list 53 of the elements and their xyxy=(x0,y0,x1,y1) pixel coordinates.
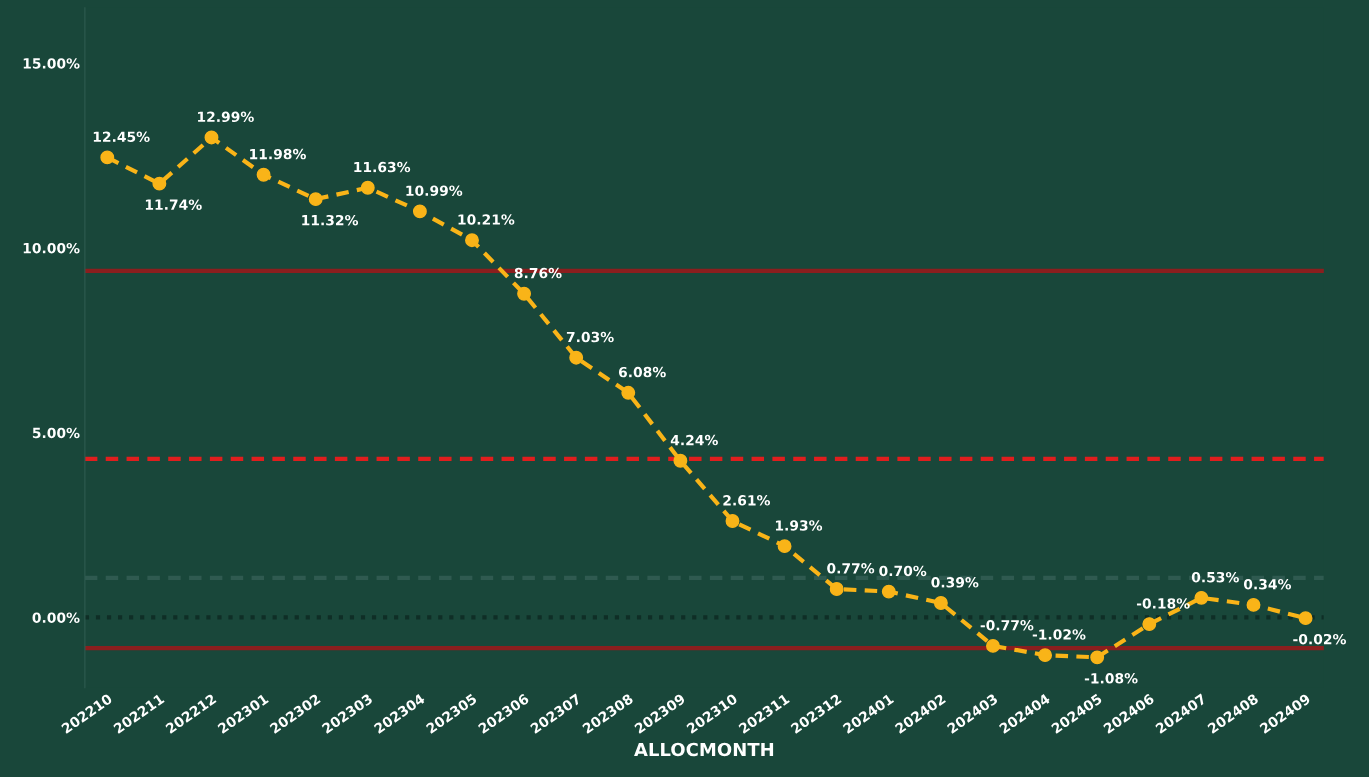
data-label: 0.77% xyxy=(827,563,875,574)
point xyxy=(1298,611,1313,626)
data-label: 2.61% xyxy=(723,495,771,506)
data-label: 12.45% xyxy=(93,131,150,142)
point xyxy=(569,350,584,365)
point xyxy=(204,130,219,145)
y-tick-label: 10.00% xyxy=(23,242,80,254)
data-label: 0.34% xyxy=(1243,578,1292,590)
point xyxy=(517,286,532,301)
data-label: 0.70% xyxy=(879,565,927,577)
point xyxy=(465,233,479,248)
data-label: 7.03% xyxy=(566,331,614,343)
point xyxy=(1090,650,1105,665)
point xyxy=(829,582,844,596)
data-label: 0.53% xyxy=(1191,571,1239,583)
data-label: -1.02% xyxy=(1032,629,1086,640)
point xyxy=(777,539,792,554)
data-label: 12.99% xyxy=(198,111,254,123)
point xyxy=(881,584,896,599)
point xyxy=(256,167,271,182)
point xyxy=(412,204,427,219)
data-label: 4.24% xyxy=(670,434,718,446)
point xyxy=(673,453,688,468)
data-label: 6.08% xyxy=(618,366,666,378)
point xyxy=(308,192,323,207)
point xyxy=(100,150,115,165)
data-label: 11.63% xyxy=(354,161,411,173)
point xyxy=(986,638,1000,653)
point xyxy=(1038,648,1053,663)
point xyxy=(1194,590,1209,605)
data-label: 11.74% xyxy=(145,199,202,210)
data-label: -0.18% xyxy=(1136,598,1190,609)
point xyxy=(725,514,740,528)
y-tick-label: 5.00% xyxy=(32,427,80,439)
point xyxy=(1246,597,1261,612)
data-label: 10.99% xyxy=(406,185,463,196)
point xyxy=(360,180,375,195)
y-tick-label: 15.00% xyxy=(23,58,80,69)
data-label: 8.76% xyxy=(514,267,562,279)
data-label: 11.32% xyxy=(302,214,359,226)
data-label: -0.77% xyxy=(980,619,1034,631)
x-axis-title: ALLOCMONTH xyxy=(634,742,774,757)
point xyxy=(1142,617,1157,632)
data-label: -0.02% xyxy=(1293,633,1347,645)
point xyxy=(152,176,167,191)
data-label: 1.93% xyxy=(775,520,823,531)
data-label: 0.39% xyxy=(931,577,979,588)
data-label: -1.08% xyxy=(1084,673,1138,684)
point xyxy=(933,596,948,610)
point xyxy=(621,385,636,400)
data-label: 11.98% xyxy=(250,148,306,160)
y-tick-label: 0.00% xyxy=(32,612,80,623)
data-label: 10.21% xyxy=(458,214,515,225)
